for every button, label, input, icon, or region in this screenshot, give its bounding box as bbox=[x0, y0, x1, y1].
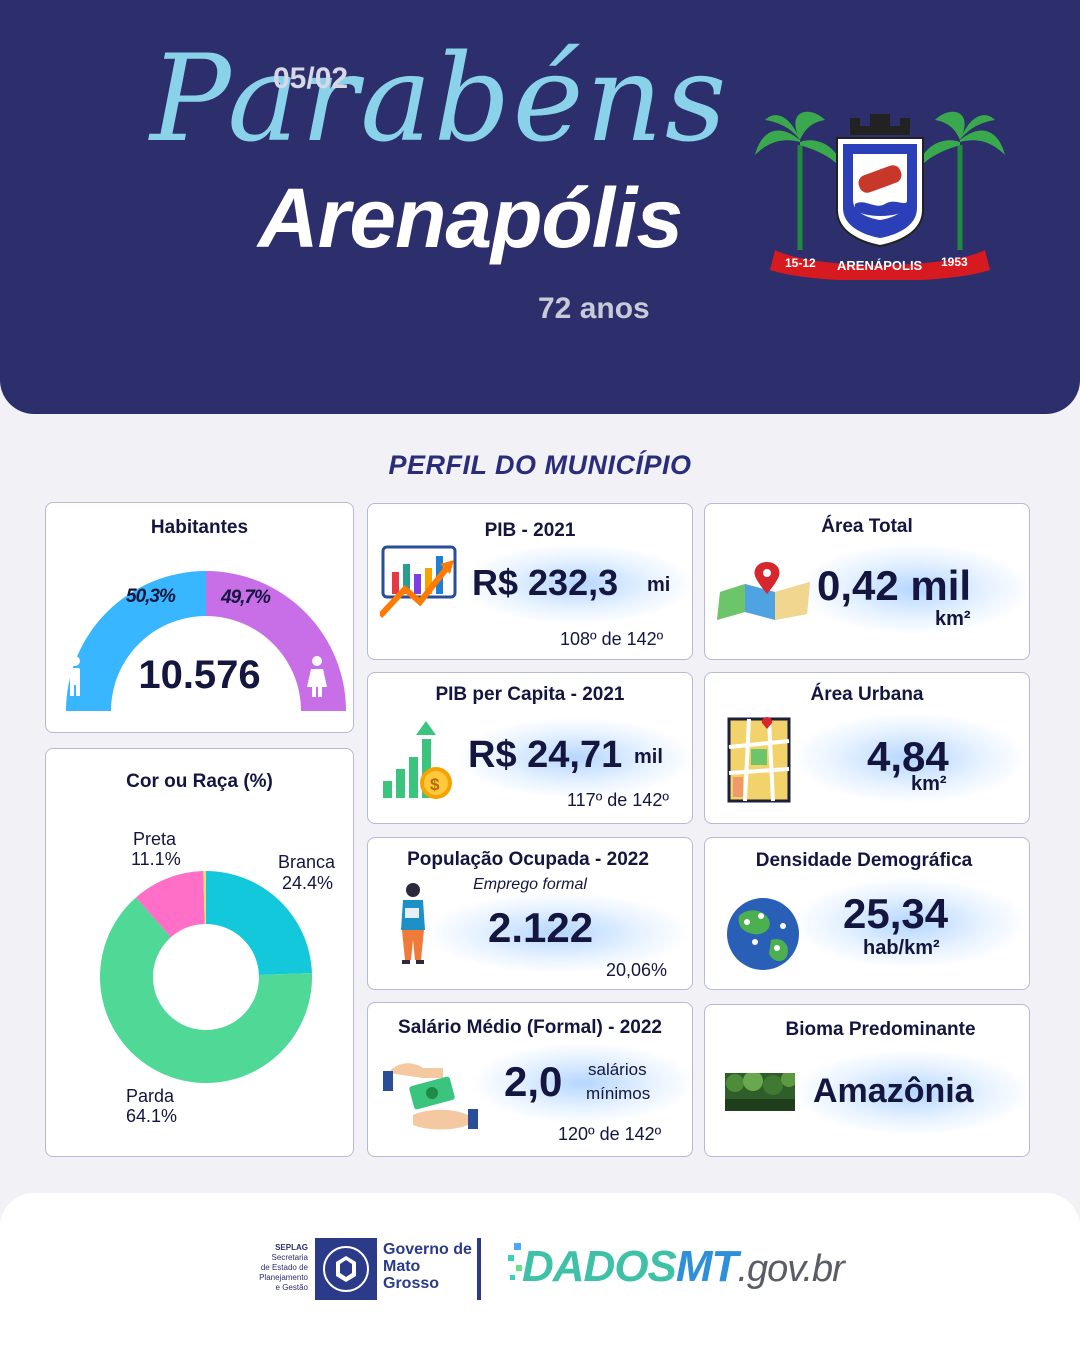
pib-capita-value: R$ 24,71 bbox=[468, 734, 623, 776]
pib-rank: 108º de 142º bbox=[560, 629, 664, 649]
pib-title: PIB - 2021 bbox=[484, 520, 576, 541]
svg-text:1953: 1953 bbox=[941, 255, 968, 269]
pib-capita-unit: mil bbox=[634, 746, 663, 768]
anniversary-date: 05/02 bbox=[273, 62, 349, 95]
densidade-title: Densidade Demográfica bbox=[755, 850, 973, 871]
pop-ocupada-title: População Ocupada - 2022 bbox=[407, 849, 649, 870]
gender-gauge bbox=[66, 571, 346, 711]
pib-capita-rank: 117º de 142º bbox=[567, 790, 669, 810]
bioma-value: Amazônia bbox=[813, 1072, 974, 1110]
greeting-script: Parabéns bbox=[150, 30, 729, 169]
area-total-unit: km² bbox=[935, 608, 971, 630]
growth-chart-icon bbox=[380, 545, 457, 619]
label-parda-name: Parda bbox=[126, 1086, 175, 1106]
label-branca-name: Branca bbox=[278, 852, 336, 872]
salario-rank: 120º de 142º bbox=[558, 1124, 662, 1144]
male-icon bbox=[70, 656, 80, 696]
pib-value: R$ 232,3 bbox=[472, 562, 619, 603]
salario-card: Salário Médio (Formal) - 2022 2,0 salári… bbox=[367, 1002, 693, 1157]
salario-unit-line1: salários bbox=[588, 1060, 647, 1079]
pop-ocupada-pct: 20,06% bbox=[606, 960, 668, 980]
salario-value: 2,0 bbox=[504, 1058, 563, 1105]
header-banner: Parabéns 05/02 Arenapólis 72 anos 15-12 … bbox=[0, 0, 1080, 414]
globe-people-icon bbox=[727, 898, 799, 970]
map-pin-icon bbox=[717, 562, 810, 620]
habitantes-total: 10.576 bbox=[138, 653, 261, 697]
pib-card: PIB - 2021 R$ 232,3 mi 108º de 142º bbox=[367, 503, 693, 660]
female-icon bbox=[307, 656, 327, 697]
female-percentage: 49,7% bbox=[221, 587, 271, 608]
dadosmt-logo: DADOSMT.gov.br bbox=[522, 1242, 845, 1291]
cor-raca-donut-chart bbox=[100, 871, 312, 1083]
donut-slice-outra bbox=[203, 871, 206, 925]
male-percentage: 50,3% bbox=[126, 586, 176, 607]
label-branca-pct: 24.4% bbox=[282, 873, 334, 893]
bioma-card: Bioma Predominante Amazônia bbox=[704, 1004, 1030, 1157]
city-crest-logo: 15-12 ARENÁPOLIS 1953 bbox=[755, 111, 1005, 280]
habitantes-title: Habitantes bbox=[150, 517, 249, 538]
svg-text:$: $ bbox=[430, 775, 440, 794]
label-preta-pct: 11.1% bbox=[131, 849, 181, 869]
cor-raca-title: Cor ou Raça (%) bbox=[126, 771, 273, 792]
salario-title: Salário Médio (Formal) - 2022 bbox=[398, 1017, 662, 1038]
area-urbana-title: Área Urbana bbox=[810, 684, 924, 705]
section-title: PERFIL DO MUNICÍPIO bbox=[388, 450, 692, 480]
pop-ocupada-subtitle: Emprego formal bbox=[473, 876, 587, 893]
area-urbana-unit: km² bbox=[911, 773, 947, 795]
footer-divider bbox=[477, 1238, 481, 1300]
pib-capita-title: PIB per Capita - 2021 bbox=[435, 684, 625, 705]
worker-person-icon bbox=[401, 883, 425, 964]
area-total-card: Área Total 0,42 mil km² bbox=[704, 503, 1030, 660]
label-parda-pct: 64.1% bbox=[126, 1106, 178, 1126]
cor-raca-card: Cor ou Raça (%) Preta 11.1% Branca 24.4%… bbox=[45, 748, 354, 1157]
forest-image-icon bbox=[725, 1073, 795, 1111]
gauge-male-segment bbox=[66, 571, 206, 711]
svg-text:ARENÁPOLIS: ARENÁPOLIS bbox=[837, 258, 923, 273]
mato-grosso-seal-logo bbox=[315, 1238, 377, 1300]
footer: SEPLAG Secretaria de Estado de Planejame… bbox=[0, 1193, 1080, 1350]
city-age: 72 anos bbox=[538, 292, 650, 325]
salario-unit-line2: mínimos bbox=[586, 1084, 651, 1103]
densidade-unit: hab/km² bbox=[863, 937, 940, 959]
area-total-title: Área Total bbox=[821, 516, 913, 537]
donut-slice-preta bbox=[135, 871, 205, 938]
densidade-value: 25,34 bbox=[843, 890, 949, 937]
money-growth-icon: $ bbox=[383, 721, 452, 799]
pop-ocupada-value: 2.122 bbox=[488, 904, 594, 951]
svg-text:15-12: 15-12 bbox=[785, 256, 816, 270]
densidade-card: Densidade Demográfica 25,34 hab/km² bbox=[704, 837, 1030, 990]
dados-dots-icon bbox=[508, 1243, 522, 1280]
donut-slice-branca bbox=[206, 871, 312, 976]
city-name: Arenapólis bbox=[258, 171, 683, 265]
label-preta-name: Preta bbox=[133, 829, 177, 849]
pib-unit: mi bbox=[647, 574, 671, 596]
area-total-value: 0,42 mil bbox=[817, 562, 972, 609]
area-urbana-value: 4,84 bbox=[867, 733, 949, 780]
donut-slice-parda bbox=[100, 897, 312, 1083]
pib-capita-card: PIB per Capita - 2021 $ R$ 24,71 mil 117… bbox=[367, 672, 693, 824]
money-hand-icon bbox=[383, 1063, 478, 1130]
gov-mt-text: Governo de Mato Grosso bbox=[383, 1241, 472, 1292]
area-urbana-card: Área Urbana 4,84 km² bbox=[704, 672, 1030, 824]
city-map-icon bbox=[727, 717, 791, 803]
pop-ocupada-card: População Ocupada - 2022 Emprego formal … bbox=[367, 837, 693, 990]
habitantes-card: Habitantes 50,3% 49,7% 10.576 bbox=[45, 502, 354, 733]
bioma-title: Bioma Predominante bbox=[785, 1019, 976, 1040]
seplag-text: SEPLAG Secretaria de Estado de Planejame… bbox=[259, 1243, 308, 1292]
